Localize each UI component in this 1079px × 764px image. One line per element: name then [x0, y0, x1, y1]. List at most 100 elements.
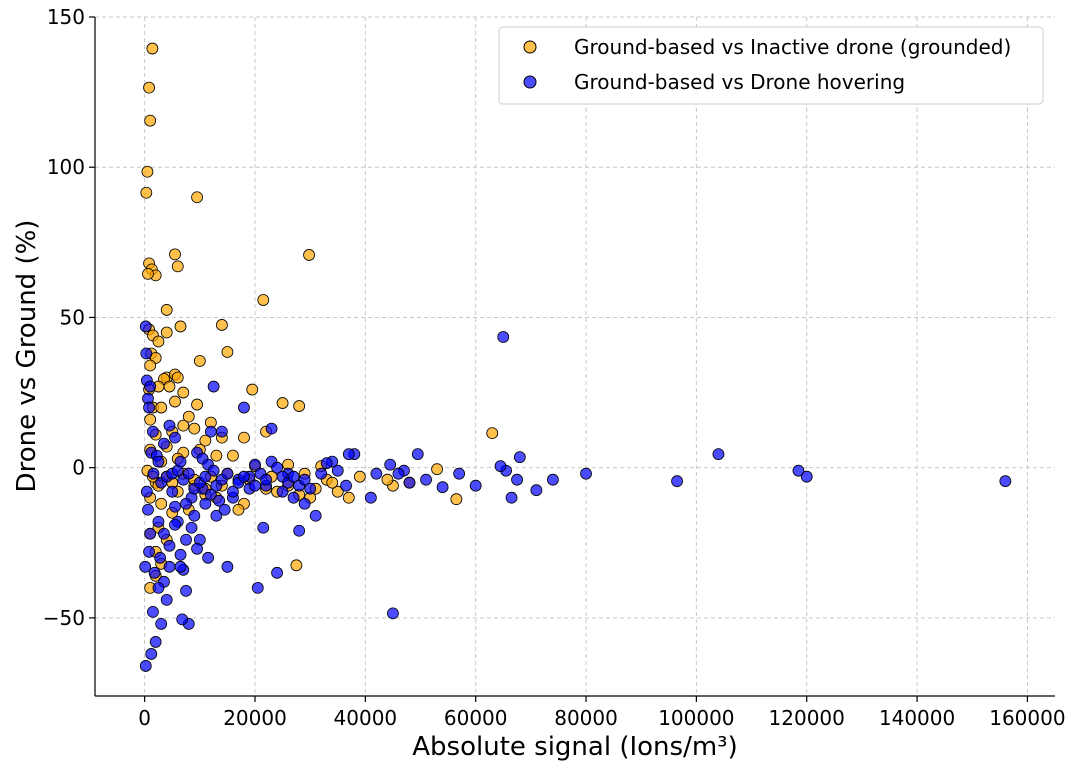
data-point [999, 475, 1012, 488]
legend-marker-grounded [523, 40, 537, 54]
data-point [204, 425, 217, 438]
data-point [158, 437, 170, 450]
data-point [249, 458, 261, 471]
data-point [215, 425, 228, 438]
data-point [293, 400, 306, 412]
x-tick-label: 100000 [658, 706, 734, 730]
data-point [304, 482, 317, 495]
data-point [287, 491, 300, 504]
data-point [370, 467, 383, 480]
legend-box [498, 26, 1044, 105]
data-point [185, 521, 198, 534]
data-point [260, 473, 272, 486]
data-point [293, 524, 306, 537]
data-point [180, 497, 192, 510]
data-point [331, 485, 344, 498]
data-point [149, 636, 162, 648]
data-point [188, 509, 201, 522]
data-point [199, 470, 212, 483]
data-point [210, 509, 223, 522]
data-point [143, 81, 155, 94]
data-point [141, 165, 154, 178]
data-point [238, 431, 250, 444]
data-point [227, 485, 239, 498]
data-point [163, 419, 176, 432]
data-point [152, 515, 165, 528]
data-point [144, 527, 157, 540]
data-point [271, 461, 283, 474]
data-point [145, 648, 158, 660]
data-point [169, 248, 181, 261]
data-point [547, 473, 559, 486]
data-point [207, 464, 220, 477]
data-point [315, 467, 328, 480]
data-point [530, 484, 543, 497]
y-tick-label: 150 [47, 5, 85, 29]
data-point [177, 386, 190, 399]
data-point [290, 559, 303, 572]
data-point [469, 479, 482, 492]
data-point [169, 431, 181, 444]
data-point [287, 470, 300, 483]
data-point [215, 319, 228, 331]
data-point [257, 294, 270, 306]
data-point [169, 395, 181, 408]
data-point [420, 473, 432, 486]
data-point [180, 533, 192, 546]
data-point [143, 401, 155, 414]
data-point [340, 479, 352, 492]
x-tick-label: 160000 [989, 706, 1065, 730]
data-point [249, 479, 261, 492]
data-point [331, 464, 344, 477]
legend-marker-hovering [523, 75, 537, 89]
data-point [140, 186, 153, 199]
data-point [207, 380, 220, 393]
data-point [174, 320, 187, 333]
data-point [364, 491, 377, 504]
y-axis-title: Drone vs Ground (%) [12, 220, 42, 493]
data-point [174, 455, 187, 468]
y-tick-label: 50 [60, 305, 85, 329]
data-point [160, 326, 173, 339]
data-point [257, 521, 270, 534]
data-point [210, 449, 223, 462]
data-point [232, 503, 245, 516]
data-point [155, 401, 168, 414]
data-point [180, 584, 192, 597]
data-point [163, 539, 176, 552]
data-point [227, 449, 239, 462]
x-tick-label: 60000 [444, 706, 508, 730]
data-point [163, 560, 176, 573]
data-point [174, 548, 187, 561]
data-point [450, 493, 463, 506]
data-point [144, 359, 157, 372]
data-point [160, 593, 173, 606]
data-point [140, 485, 153, 498]
data-point [163, 380, 176, 393]
data-point [486, 427, 499, 440]
data-point [309, 509, 322, 522]
data-point [155, 497, 168, 510]
data-point [671, 475, 683, 488]
legend-label-hovering: Ground-based vs Drone hovering [574, 70, 905, 94]
data-point [213, 494, 226, 507]
data-point [152, 335, 165, 348]
data-point [387, 607, 399, 620]
x-tick-label: 40000 [334, 706, 398, 730]
data-point [221, 346, 234, 358]
data-point [436, 481, 449, 494]
data-point [143, 545, 155, 558]
data-point [160, 304, 173, 316]
data-point [505, 491, 518, 504]
data-point [494, 460, 507, 473]
x-tick-label: 140000 [879, 706, 955, 730]
data-point [303, 249, 315, 261]
data-point [169, 500, 181, 513]
data-point [147, 467, 160, 480]
data-point [271, 566, 283, 579]
data-point [188, 422, 201, 435]
data-point [384, 458, 397, 471]
y-tick-label: 100 [47, 155, 85, 179]
data-point [276, 485, 289, 498]
